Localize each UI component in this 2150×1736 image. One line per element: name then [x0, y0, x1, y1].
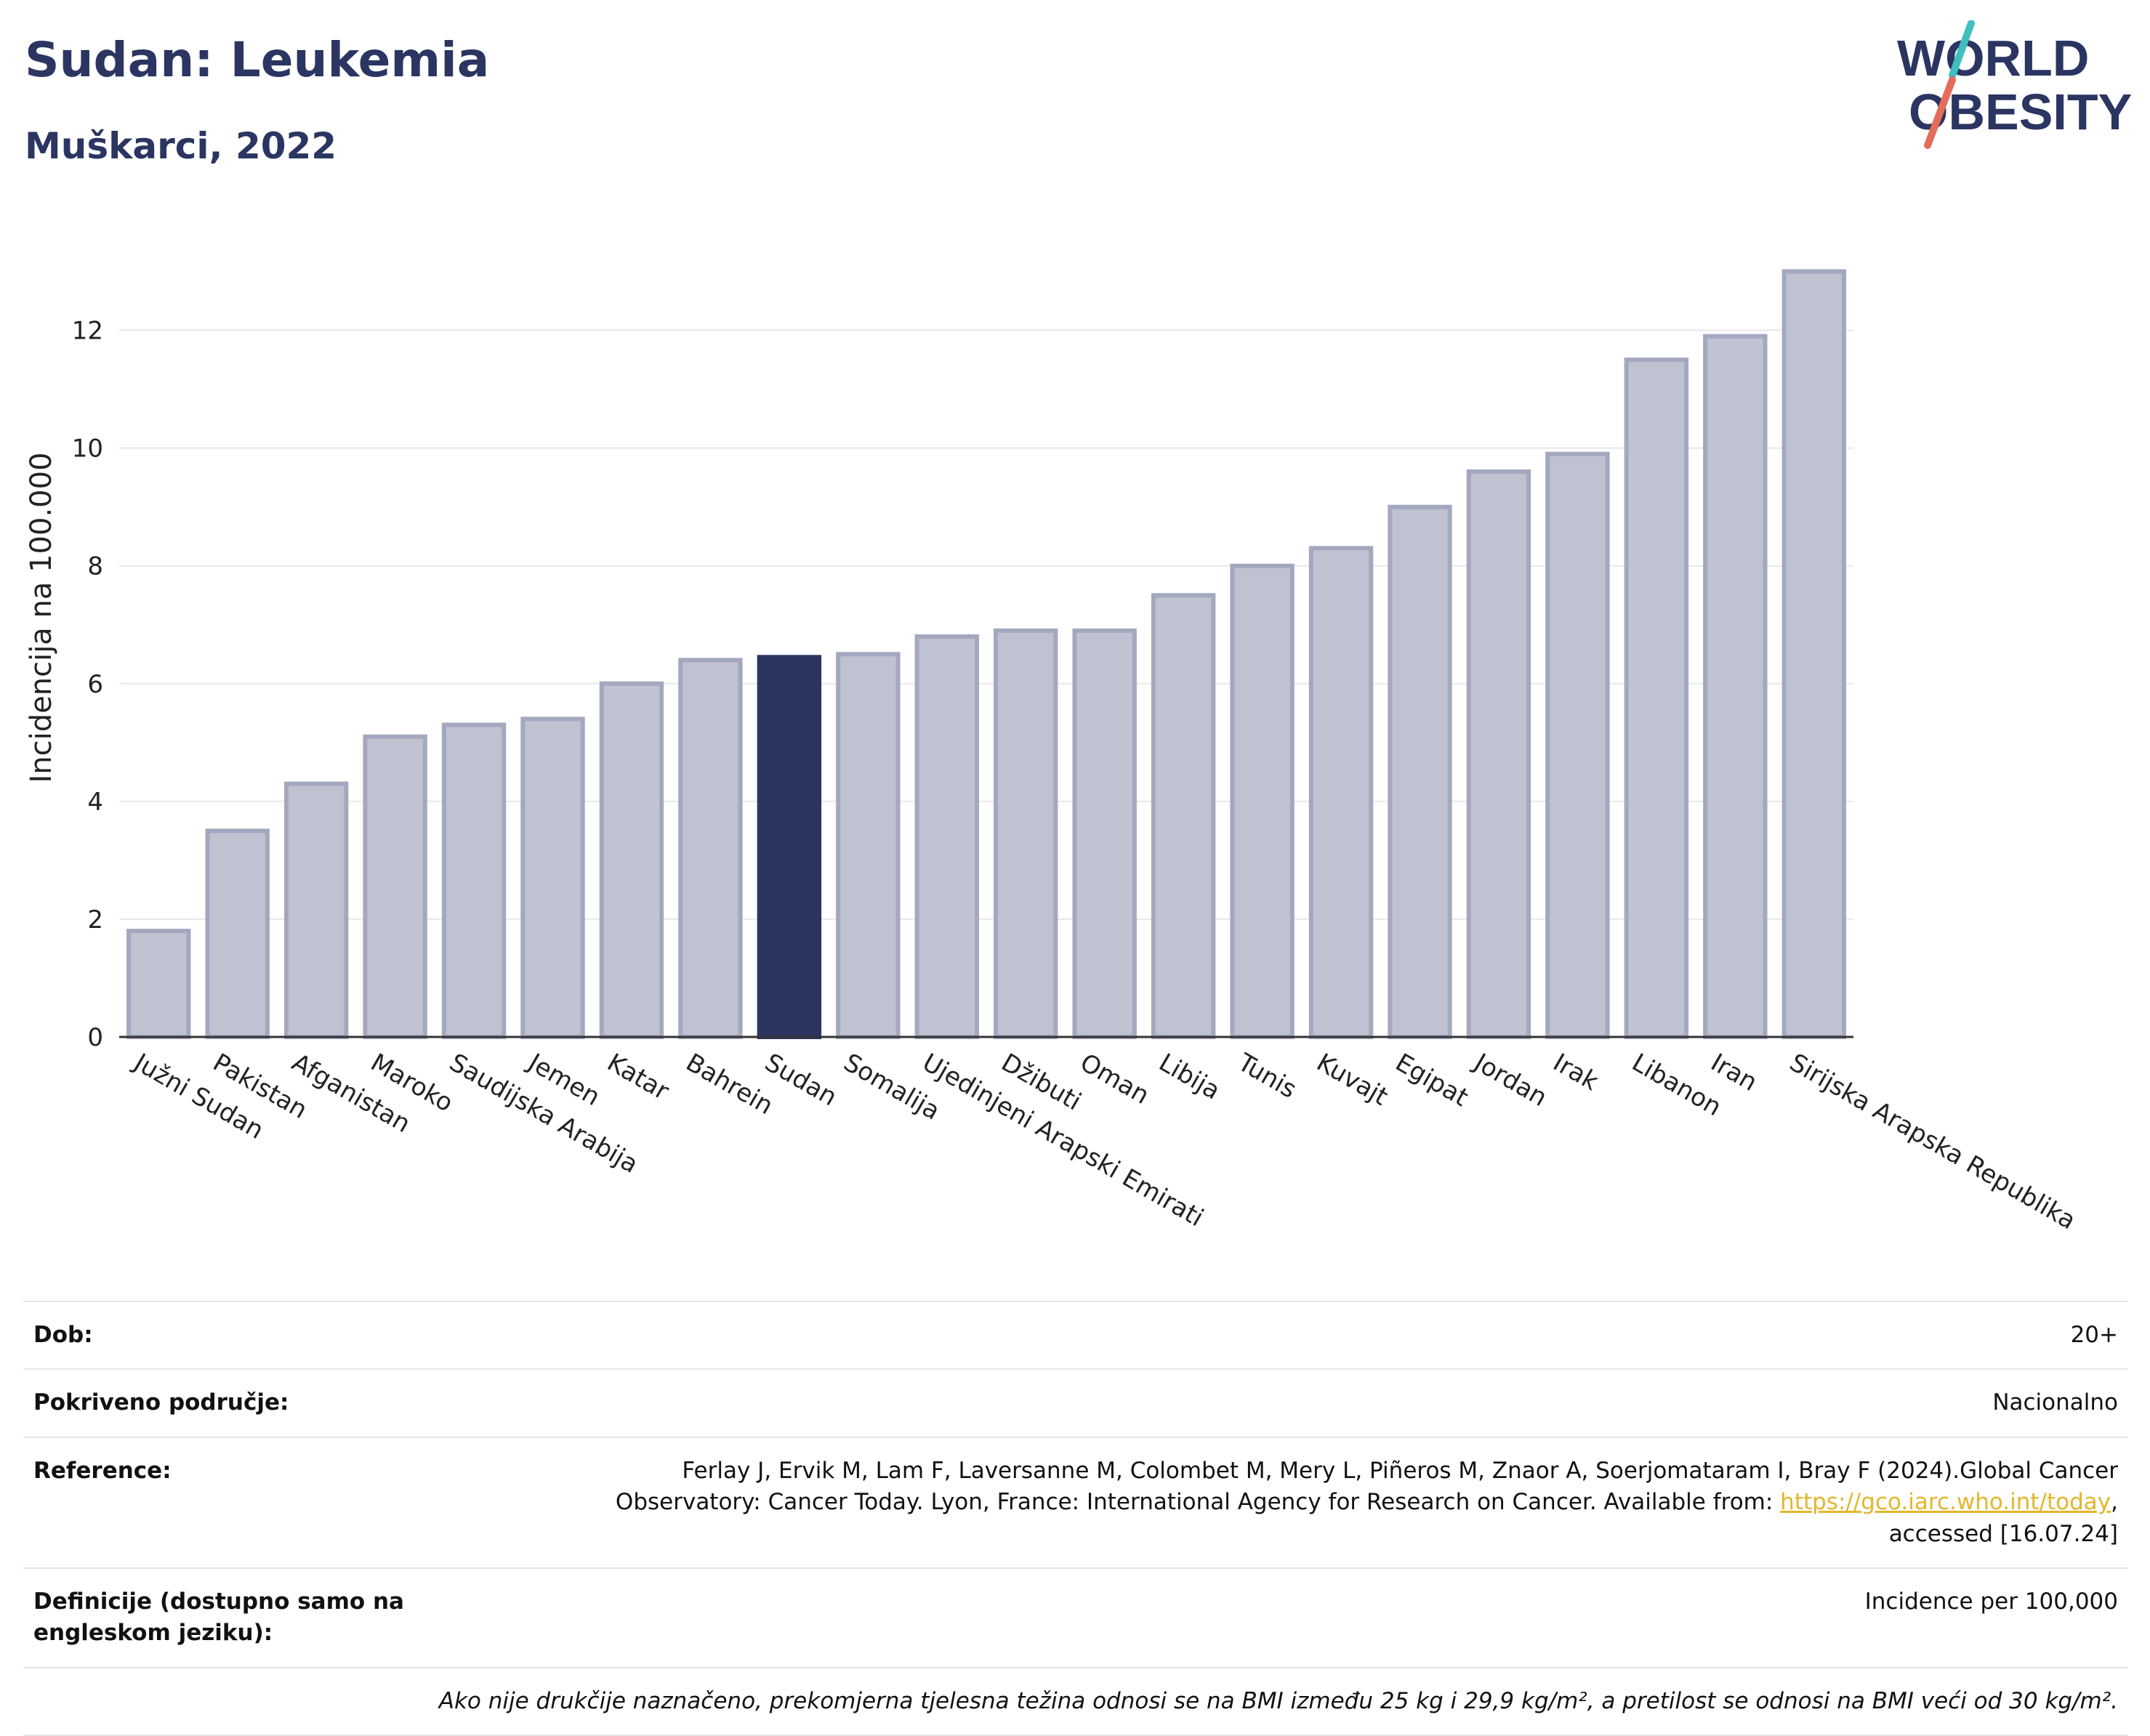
info-label: Dob:: [23, 1300, 552, 1370]
bar: [1703, 334, 1768, 1040]
info-value: Incidence per 100,000: [552, 1567, 2128, 1668]
footnote: Ako nije drukčije naznačeno, prekomjerna…: [23, 1666, 2128, 1736]
bar: [205, 828, 270, 1039]
reference-link[interactable]: https://gco.iarc.who.int/today: [1780, 1489, 2111, 1516]
info-label: Pokriveno područje:: [23, 1368, 552, 1438]
info-row-age: Dob: 20+: [23, 1300, 2128, 1370]
bar: [1624, 358, 1689, 1039]
y-tick-label: 8: [87, 552, 103, 581]
bar: [1545, 451, 1610, 1039]
info-label: Reference:: [23, 1436, 552, 1569]
x-tick-label: Oman: [1075, 1048, 1154, 1110]
info-row-reference: Reference: Ferlay J, Ervik M, Lam F, Lav…: [23, 1436, 2128, 1569]
x-tick-label: Libija: [1154, 1048, 1225, 1105]
x-tick-label: Jordan: [1468, 1047, 1552, 1113]
x-tick-label: Katar: [602, 1048, 674, 1106]
bar: [283, 781, 349, 1040]
info-table: Dob: 20+ Pokriveno područje: Nacionalno …: [23, 1300, 2128, 1736]
chart-title: Sudan: Leukemia: [25, 32, 490, 88]
bar: [126, 929, 191, 1039]
x-tick-label: Tunis: [1232, 1048, 1301, 1105]
info-value: 20+: [552, 1300, 2128, 1370]
x-tick-label: Sirijska Arapska Republika: [1784, 1048, 2080, 1235]
x-tick-label: Kuvajt: [1312, 1048, 1393, 1112]
bar: [1151, 593, 1216, 1039]
y-tick-labels: 0 2 4 6 8 10 12: [72, 317, 103, 1052]
y-tick-label: 12: [72, 317, 103, 346]
bar: [1072, 628, 1137, 1039]
x-tick-label: Irak: [1548, 1048, 1603, 1097]
info-label: Definicije (dostupno samo na engleskom j…: [23, 1567, 552, 1668]
x-tick-label: Libanon: [1627, 1048, 1726, 1122]
reference-text: Ferlay J, Ervik M, Lam F, Laversanne M, …: [615, 1457, 2118, 1516]
info-value: Ferlay J, Ervik M, Lam F, Laversanne M, …: [552, 1436, 2128, 1569]
bar: [363, 734, 427, 1039]
x-tick-label: Bahrein: [681, 1048, 778, 1121]
info-row-footnote: Ako nije drukčije naznačeno, prekomjerna…: [23, 1666, 2128, 1736]
bar: [599, 681, 664, 1039]
reference-suffix: , accessed [16.07.24]: [1888, 1489, 2118, 1547]
x-tick-label: Egipat: [1390, 1048, 1473, 1113]
bar: [520, 716, 585, 1040]
info-row-coverage: Pokriveno područje: Nacionalno: [23, 1368, 2128, 1438]
bar: [994, 628, 1058, 1039]
bar: [1388, 504, 1452, 1039]
x-tick-labels: Južni SudanPakistanAfganistanMarokoSaudi…: [128, 1047, 2080, 1235]
bars: [126, 269, 1846, 1040]
logo-line-1: WORLD: [1897, 30, 2089, 86]
bar: [836, 652, 901, 1039]
bar: [1308, 546, 1374, 1039]
y-tick-label: 0: [87, 1023, 103, 1052]
y-tick-label: 10: [72, 435, 103, 464]
world-obesity-logo: WORLD OBESITY: [1897, 20, 2132, 149]
chart-subtitle: Muškarci, 2022: [25, 125, 337, 167]
bar-chart: 0 2 4 6 8 10 12 Južni SudanPakistanAfganistanM…: [25, 269, 2080, 1235]
info-row-definitions: Definicije (dostupno samo na engleskom j…: [23, 1567, 2128, 1668]
y-tick-label: 4: [87, 788, 103, 817]
bar: [1781, 269, 1846, 1039]
logo-accent-teal: [1949, 20, 1975, 79]
info-value: Nacionalno: [552, 1368, 2128, 1438]
bar: [678, 658, 743, 1039]
bar: [914, 634, 979, 1039]
y-tick-label: 2: [87, 905, 103, 934]
bar: [757, 655, 822, 1039]
logo-accent-coral: [1924, 76, 1956, 149]
y-axis-title: Incidencija na 100.000: [25, 452, 58, 783]
bar: [1230, 563, 1295, 1039]
y-tick-label: 6: [87, 670, 103, 699]
bar: [1466, 469, 1531, 1039]
bar: [441, 722, 507, 1040]
